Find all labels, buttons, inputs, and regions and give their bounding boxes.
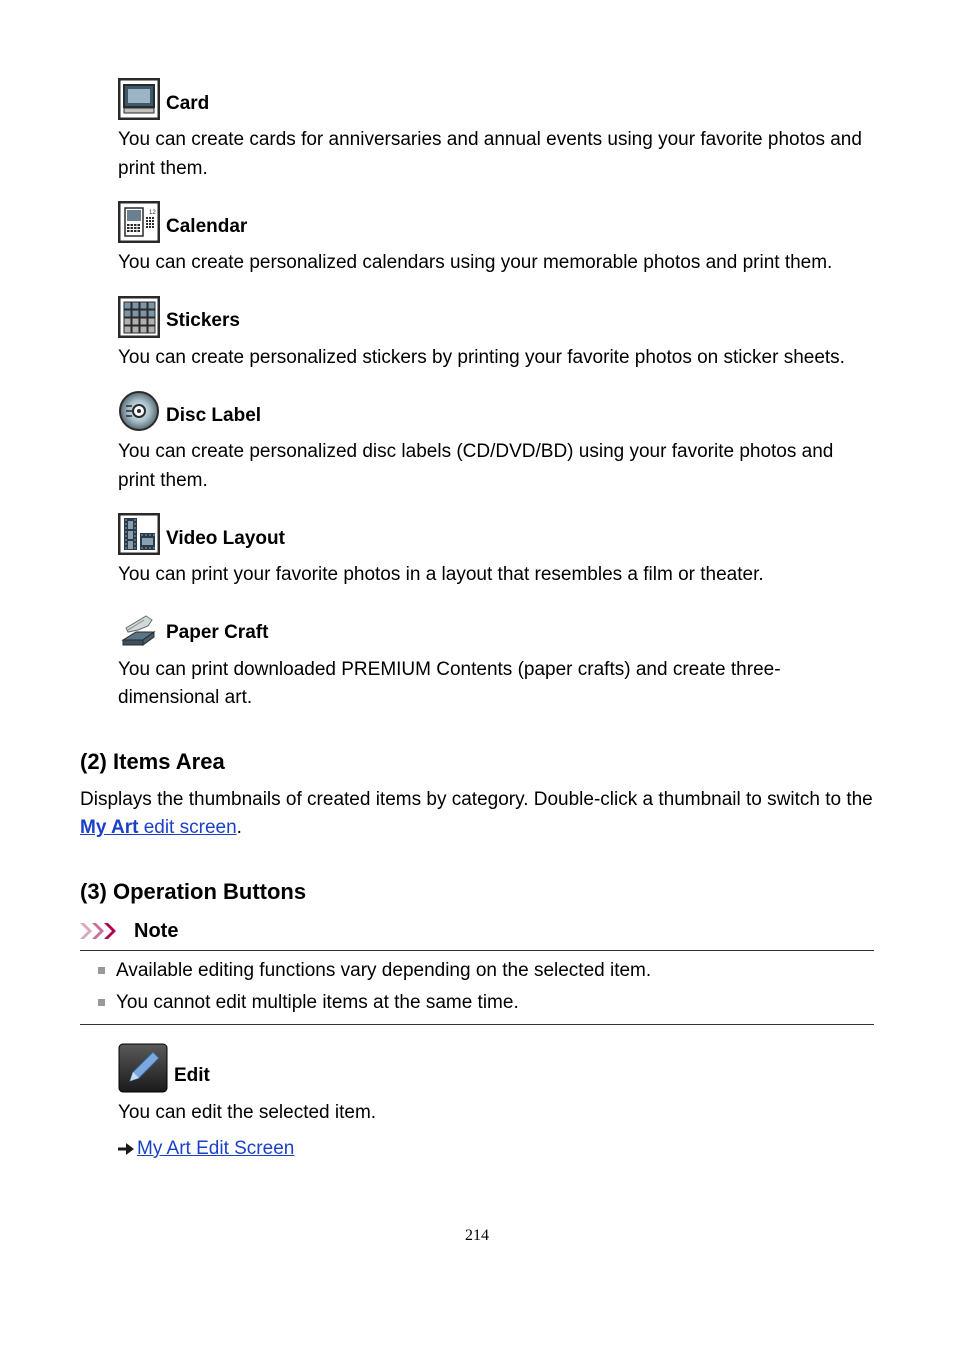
item-video-layout: Video Layout [118, 513, 874, 555]
my-art-edit-screen-link[interactable]: My Art Edit Screen [137, 1135, 294, 1164]
item-title: Stickers [166, 307, 240, 338]
note-item: You cannot edit multiple items at the sa… [96, 989, 874, 1018]
item-title: Paper Craft [166, 619, 268, 650]
item-title: Calendar [166, 213, 247, 244]
section-3-heading: (3) Operation Buttons [80, 875, 874, 908]
divider [80, 950, 874, 951]
item-desc: You can print downloaded PREMIUM Content… [118, 656, 874, 713]
item-title: Card [166, 90, 209, 121]
note-header: Note [80, 916, 874, 946]
card-icon [118, 78, 160, 120]
item-disc-label: Disc Label [118, 390, 874, 432]
item-desc: You can create personalized calendars us… [118, 249, 874, 278]
item-desc: You can print your favorite photos in a … [118, 561, 874, 590]
item-desc: You can create cards for anniversaries a… [118, 126, 874, 183]
item-title: Video Layout [166, 525, 285, 556]
item-card: Card [118, 78, 874, 120]
note-label: Note [134, 916, 178, 946]
note-chevron-icon [80, 921, 128, 941]
edit-button-item: Edit [118, 1043, 874, 1093]
arrow-right-icon [118, 1142, 134, 1156]
divider [80, 1024, 874, 1025]
disc-label-icon [118, 390, 160, 432]
section-2-text: Displays the thumbnails of created items… [80, 786, 874, 843]
calendar-icon: 12 [118, 201, 160, 243]
item-calendar: 12 Calendar [118, 201, 874, 243]
stickers-icon [118, 296, 160, 338]
edit-desc: You can edit the selected item. [118, 1099, 874, 1128]
page-number: 214 [80, 1224, 874, 1248]
section-2-heading: (2) Items Area [80, 745, 874, 778]
item-paper-craft: Paper Craft [118, 608, 874, 650]
paper-craft-icon [118, 608, 160, 650]
my-art-edit-screen-link[interactable]: My Art edit screen [80, 817, 237, 838]
item-desc: You can create personalized disc labels … [118, 438, 874, 495]
item-stickers: Stickers [118, 296, 874, 338]
video-layout-icon [118, 513, 160, 555]
note-item: Available editing functions vary dependi… [96, 957, 874, 986]
edit-icon [118, 1043, 168, 1093]
item-desc: You can create personalized stickers by … [118, 344, 874, 373]
svg-text:12: 12 [149, 210, 156, 216]
item-title: Edit [174, 1062, 210, 1093]
item-title: Disc Label [166, 402, 261, 433]
